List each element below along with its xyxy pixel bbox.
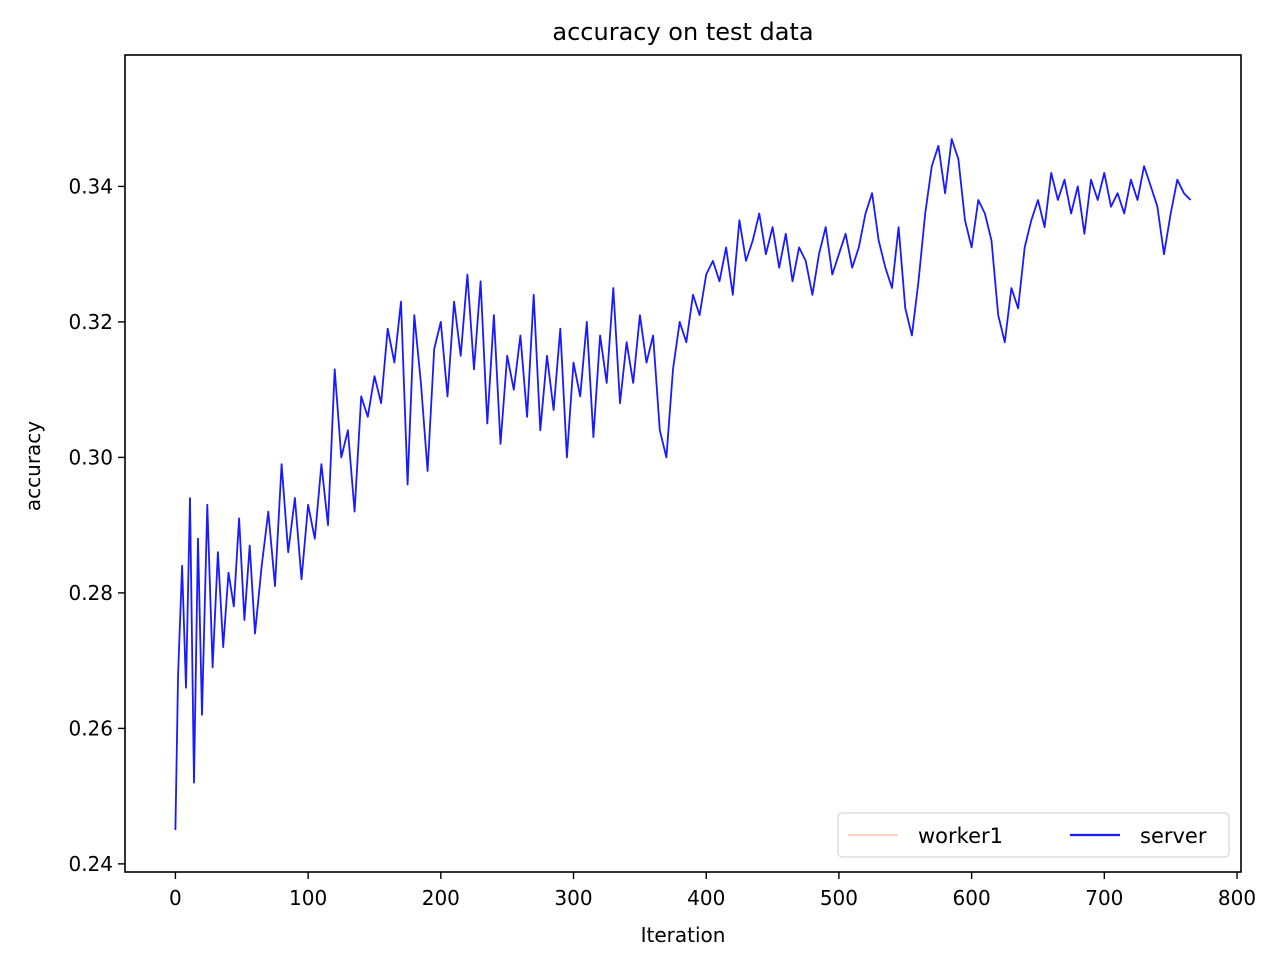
x-tick-label: 300 (554, 886, 592, 910)
plot-area (174, 138, 1192, 831)
legend-box (837, 812, 1230, 858)
y-tick-label: 0.26 (68, 716, 113, 740)
chart-title: accuracy on test data (552, 18, 813, 46)
y-tick-label: 0.28 (68, 581, 113, 605)
x-tick-label: 400 (687, 886, 725, 910)
x-tick-label: 600 (953, 886, 991, 910)
legend-label-worker1: worker1 (918, 824, 1003, 848)
series-line-server (174, 138, 1192, 831)
x-tick-label: 500 (820, 886, 858, 910)
x-tick-label: 200 (422, 886, 460, 910)
x-tick-label: 800 (1218, 886, 1256, 910)
y-tick-label: 0.34 (68, 174, 113, 198)
x-tick-label: 100 (289, 886, 327, 910)
y-axis: 0.24 0.26 0.28 0.30 0.32 0.34 (68, 174, 125, 876)
y-tick-label: 0.32 (68, 310, 113, 334)
y-tick-label: 0.30 (68, 445, 113, 469)
plot-frame (124, 54, 1242, 873)
legend: worker1 server (837, 812, 1230, 858)
legend-label-server: server (1140, 824, 1207, 848)
y-tick-label: 0.24 (68, 852, 113, 876)
x-axis: 0 100 200 300 400 500 600 700 800 (169, 872, 1256, 910)
x-tick-label: 0 (169, 886, 182, 910)
x-axis-label: Iteration (641, 923, 726, 947)
y-axis-label: accuracy (21, 421, 45, 511)
x-tick-label: 700 (1085, 886, 1123, 910)
